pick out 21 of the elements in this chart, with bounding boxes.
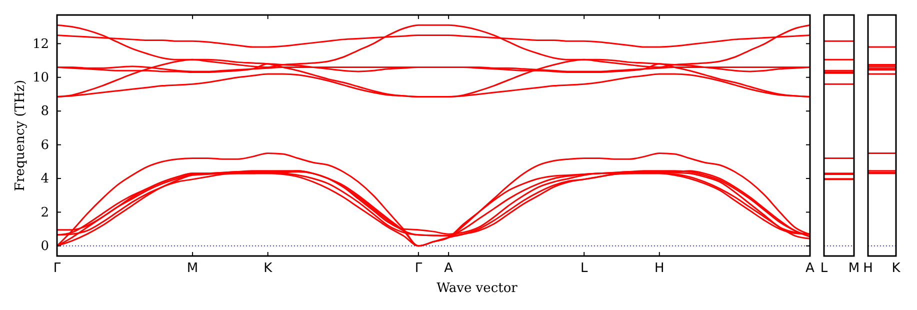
x-tick-label: Γ [53,261,62,276]
x-tick-label: Γ [414,261,423,276]
x-tick-label: K [892,261,901,276]
y-tick-label: 2 [40,205,49,220]
x-tick-label: L [820,261,828,276]
x-tick-label: A [806,261,815,276]
y-tick-label: 10 [32,70,49,86]
y-tick-label: 4 [40,172,49,187]
x-tick-label: A [444,261,454,276]
x-tick-label: L [580,261,588,276]
x-axis-title: Wave vector [436,281,518,296]
x-tick-label: K [264,261,273,276]
y-tick-label: 12 [32,36,49,52]
x-tick-label: M [848,261,860,276]
y-tick-label: 0 [40,239,49,254]
x-tick-label: M [186,261,198,276]
y-tick-label: 6 [40,138,49,153]
x-tick-label: H [654,261,664,276]
x-tick-label: H [863,261,873,276]
y-axis-title: Frequency (THz) [13,80,28,192]
y-tick-label: 8 [40,104,49,120]
